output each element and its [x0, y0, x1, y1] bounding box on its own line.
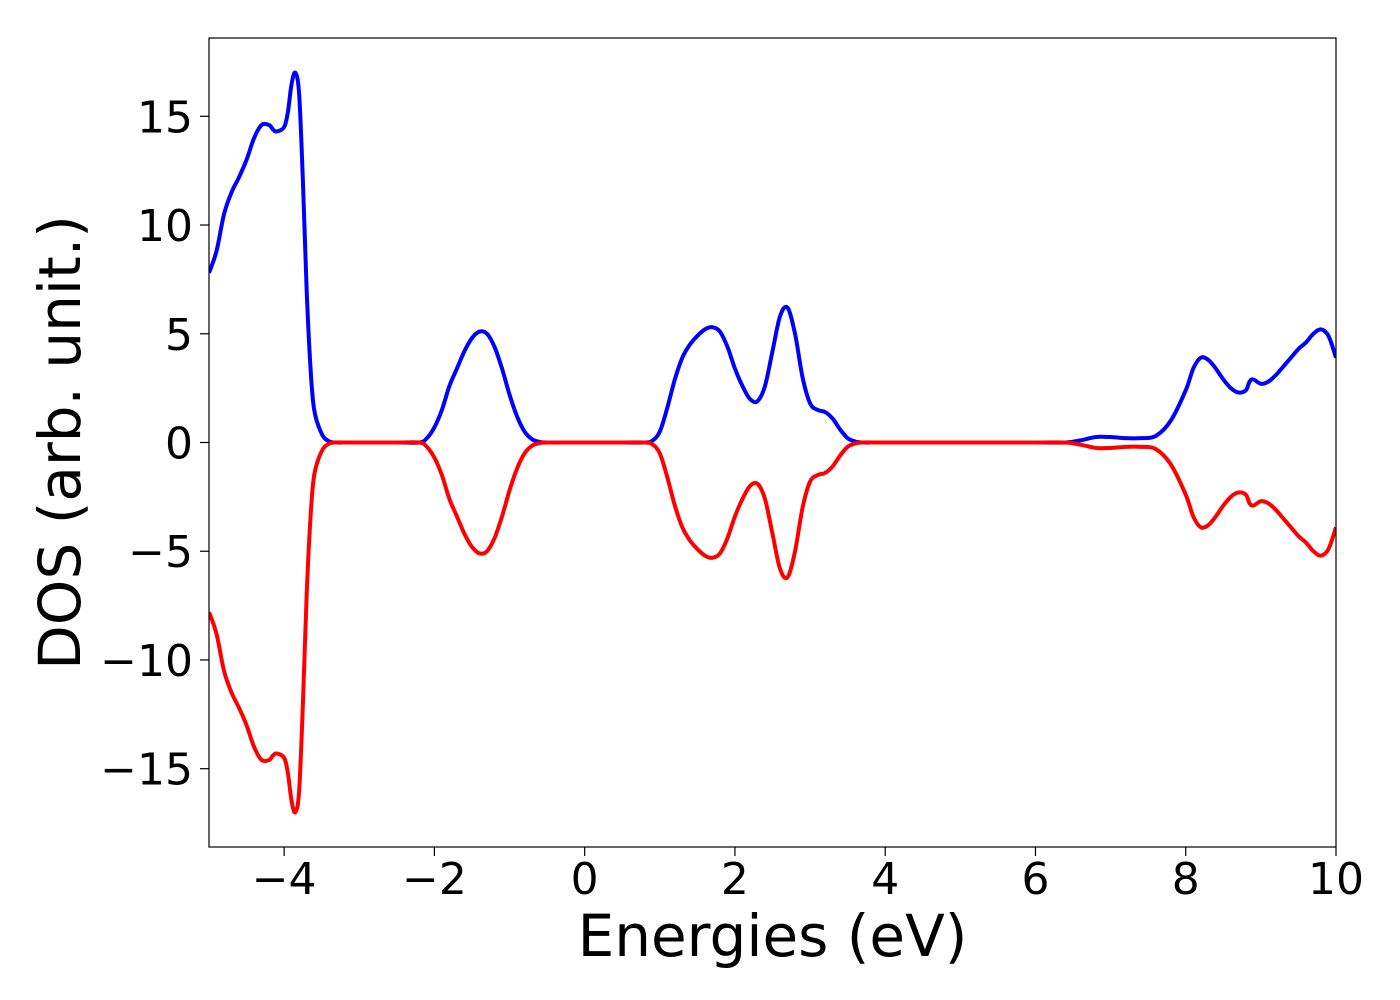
x-tick-label: −4	[252, 854, 317, 905]
y-tick-label: −5	[128, 527, 193, 578]
x-tick-label: 0	[571, 854, 599, 905]
x-axis: −4 −2 0 2 4 6 8 10	[252, 847, 1364, 905]
y-tick-label: 5	[165, 310, 193, 361]
y-tick-label: −10	[100, 636, 193, 687]
x-axis-label: Energies (eV)	[578, 902, 968, 970]
x-tick-label: 10	[1308, 854, 1364, 905]
x-tick-label: 4	[871, 854, 899, 905]
y-tick-label: 0	[165, 419, 193, 470]
y-axis: 15 10 5 0 −5 −10 −15	[100, 92, 209, 796]
x-tick-label: 2	[721, 854, 749, 905]
x-tick-label: 8	[1172, 854, 1200, 905]
series-layer	[209, 70, 1336, 815]
series-line-negative	[209, 440, 1336, 815]
y-tick-label: 15	[137, 92, 193, 143]
y-tick-label: −15	[100, 745, 193, 796]
x-tick-label: −2	[402, 854, 467, 905]
series-line-positive	[209, 70, 1336, 445]
y-axis-label: DOS (arb. unit.)	[26, 215, 94, 670]
x-tick-label: 6	[1021, 854, 1049, 905]
y-tick-label: 10	[137, 201, 193, 252]
